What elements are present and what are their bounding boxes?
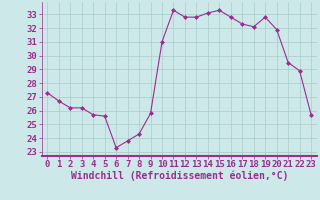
X-axis label: Windchill (Refroidissement éolien,°C): Windchill (Refroidissement éolien,°C) xyxy=(70,171,288,181)
